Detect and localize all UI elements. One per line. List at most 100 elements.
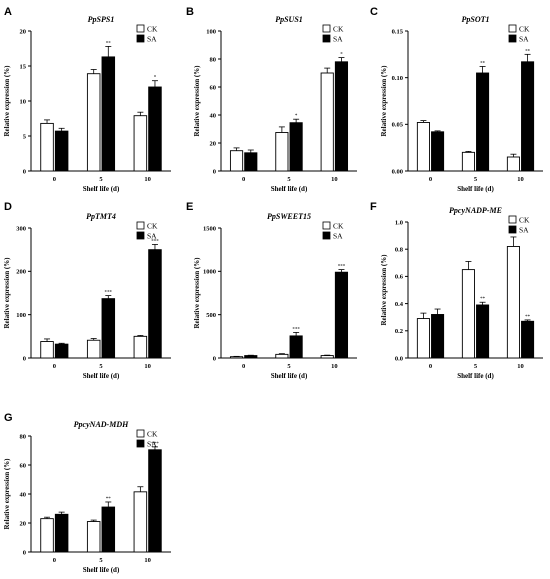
legend-swatch-ck (322, 221, 331, 230)
y-tick-label-a: 20 (20, 28, 27, 35)
x-tick-label-c: 0 (429, 176, 432, 183)
legend-swatch-sa (136, 34, 145, 43)
legend-label-sa: SA (333, 232, 343, 241)
x-axis-label-g: Shelf life (d) (83, 566, 120, 574)
y-tick-label-e: 500 (206, 312, 216, 319)
legend-label-ck: CK (519, 25, 530, 34)
bar-a-ck-10 (133, 115, 148, 172)
x-tick-label-b: 5 (287, 176, 291, 183)
y-axis-label-g: Relative expression (%) (3, 458, 11, 530)
bar-a-sa-10 (148, 86, 162, 172)
y-tick-label-g: 20 (20, 520, 27, 527)
x-tick-label-g: 0 (53, 557, 56, 564)
x-tick-label-d: 5 (99, 363, 103, 370)
panel-g: G PpcyNAD-MDH 0 20 40 60 80 Relative expression… (3, 412, 171, 574)
y-tick-label-f: 0.0 (395, 355, 403, 362)
bar-g-sa-10 (148, 449, 162, 553)
legend-label-sa: SA (147, 232, 157, 241)
significance-mark-g: *** (151, 442, 159, 447)
bar-a-sa-0 (54, 130, 69, 172)
bar-c-sa-10 (521, 61, 535, 172)
bar-g-ck-5 (86, 521, 101, 553)
bar-e-ck-0 (229, 356, 244, 359)
y-tick-label-c: 0.15 (392, 28, 404, 35)
legend-swatch-sa (136, 439, 145, 448)
legend-label-sa: SA (147, 440, 157, 449)
bar-f-ck-10 (506, 246, 520, 359)
bar-b-ck-5 (275, 132, 289, 172)
x-tick-label-c: 5 (474, 176, 478, 183)
y-axis-label-d: Relative expression (%) (3, 257, 11, 329)
bar-f-sa-5 (476, 304, 490, 359)
y-tick-label-c: 0.00 (392, 168, 403, 175)
y-tick-label-a: 15 (20, 63, 27, 70)
bar-e-sa-10 (334, 271, 349, 359)
legend-swatch-ck (322, 24, 331, 33)
x-tick-label-b: 0 (242, 176, 245, 183)
x-tick-label-f: 5 (474, 363, 478, 370)
x-axis-label-f: Shelf life (d) (457, 372, 494, 380)
bar-g-ck-10 (133, 491, 148, 553)
significance-mark-b: * (295, 114, 298, 119)
significance-mark-d: *** (151, 239, 159, 244)
y-tick-label-b: 0 (213, 168, 216, 175)
y-tick-label-d: 0 (23, 355, 26, 362)
y-tick-label-g: 60 (20, 462, 27, 469)
x-tick-label-e: 10 (331, 363, 338, 370)
bar-d-ck-5 (86, 339, 101, 359)
legend-label-ck: CK (147, 25, 158, 34)
panel-c: C PpSOT1 0.00 0.05 0.10 0.15 Relative expressi… (370, 6, 543, 193)
legend-swatch-sa (508, 34, 517, 43)
bar-c-sa-5 (476, 72, 490, 172)
legend-label-sa: SA (519, 226, 529, 235)
bar-e-sa-5 (289, 335, 303, 359)
y-tick-label-c: 0.05 (392, 122, 404, 129)
bar-b-ck-0 (229, 150, 244, 172)
chart-title-e: PpSWEET15 (267, 212, 311, 221)
significance-mark-a: ** (106, 41, 112, 46)
legend-label-ck: CK (333, 222, 344, 231)
bar-f-sa-10 (521, 320, 535, 359)
y-tick-label-e: 0 (213, 355, 216, 362)
x-tick-label-e: 0 (242, 363, 245, 370)
y-tick-label-a: 5 (23, 133, 27, 140)
x-axis-label-d: Shelf life (d) (83, 372, 120, 380)
y-tick-label-g: 40 (20, 491, 27, 498)
x-tick-label-b: 10 (331, 176, 338, 183)
y-axis-label-a: Relative expression (%) (3, 65, 11, 137)
chart-title-c: PpSOT1 (462, 15, 490, 24)
bar-c-sa-0 (431, 131, 445, 172)
y-axis-label-c: Relative expression (%) (380, 65, 388, 137)
chart-title-a: PpSPS1 (88, 15, 115, 24)
x-axis-label-b: Shelf life (d) (271, 185, 308, 193)
y-tick-label-e: 1500 (203, 225, 216, 232)
bar-e-ck-10 (320, 355, 334, 359)
bar-g-sa-0 (54, 513, 69, 553)
y-axis-label-f: Relative expression (%) (380, 254, 388, 326)
bar-b-ck-10 (320, 72, 334, 172)
x-tick-label-f: 10 (517, 363, 524, 370)
bar-c-ck-5 (461, 151, 475, 172)
panel-f: F PpcyNADP-ME 0.0 0.2 0.4 0.6 0.8 1.0 Relative e… (370, 201, 543, 380)
x-tick-label-a: 5 (99, 176, 103, 183)
bar-c-ck-0 (416, 122, 430, 172)
bar-a-ck-0 (40, 122, 54, 172)
chart-title-g: PpcyNAD-MDH (74, 420, 129, 429)
panel-label-a: A (4, 6, 12, 18)
y-tick-label-f: 1.0 (395, 219, 403, 226)
legend-label-ck: CK (519, 216, 530, 225)
y-tick-label-d: 200 (16, 269, 26, 276)
legend-label-sa: SA (519, 35, 529, 44)
significance-mark-a: * (154, 76, 157, 81)
bar-g-sa-5 (101, 506, 116, 553)
chart-title-b: PpSUS1 (275, 15, 303, 24)
y-tick-label-a: 0 (23, 168, 26, 175)
legend-swatch-ck (508, 24, 517, 33)
significance-mark-e: *** (338, 265, 346, 270)
bar-f-ck-0 (416, 318, 430, 359)
panel-label-g: G (4, 412, 13, 424)
panel-e: E PpSWEET15 0 500 1000 1500 Relative expressio… (186, 201, 357, 380)
chart-title-f: PpcyNADP-ME (449, 206, 502, 215)
x-tick-label-a: 0 (53, 176, 56, 183)
